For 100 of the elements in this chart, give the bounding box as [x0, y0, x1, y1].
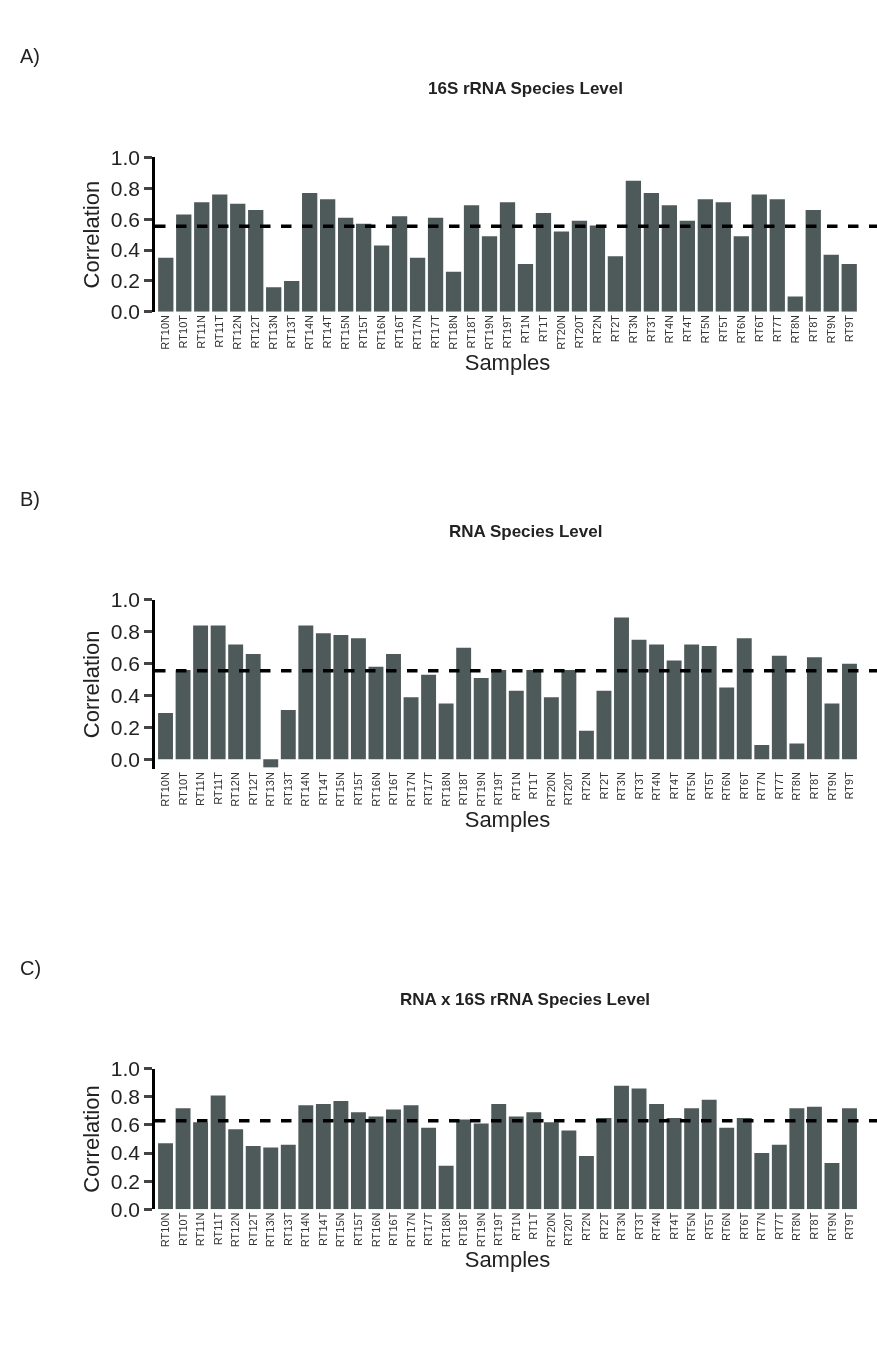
bar: [158, 713, 173, 760]
bar: [535, 213, 552, 312]
bar: [589, 225, 606, 312]
bar: [596, 1117, 612, 1210]
bar: [578, 1155, 594, 1210]
x-tick-label: RT5N: [685, 772, 698, 801]
x-tick-label: RT16N: [369, 772, 382, 807]
x-tick-label: RT1T: [527, 1212, 540, 1240]
x-tick-label: RT1N: [509, 1212, 522, 1242]
bar: [403, 1105, 419, 1210]
x-tick-label: RT18T: [457, 771, 470, 806]
x-tick-label: RT19T: [492, 771, 505, 806]
bar: [715, 202, 731, 312]
bar: [614, 617, 629, 760]
x-tick-label: RT16T: [387, 1212, 400, 1246]
bar: [176, 214, 192, 312]
bar: [684, 644, 700, 760]
x-tick-label: RT20T: [562, 1212, 575, 1246]
x-tick-label: RT7T: [770, 314, 783, 343]
x-tick-label: RT4T: [667, 1212, 680, 1240]
x-tick-label: RT16T: [393, 314, 406, 349]
bar: [210, 1095, 226, 1210]
bar: [824, 703, 840, 760]
x-tick-label: RT20N: [544, 1212, 557, 1248]
bar: [508, 1116, 524, 1210]
x-tick-label: RT14N: [303, 314, 316, 350]
x-tick-label: RT4N: [650, 772, 663, 801]
x-tick-label: RT11T: [213, 314, 226, 348]
bar: [719, 1127, 735, 1210]
bar: [280, 709, 296, 760]
bar: [526, 670, 542, 760]
x-tick-label: RT12N: [229, 1212, 242, 1248]
bar: [561, 670, 577, 760]
x-tick-label: RT16N: [369, 1212, 382, 1248]
x-tick-label: RT1T: [527, 771, 540, 800]
bar: [210, 625, 226, 760]
bar: [526, 1112, 542, 1210]
bar: [386, 1109, 401, 1210]
y-tick-label: 0.2: [110, 269, 141, 293]
bar: [631, 639, 647, 760]
bar: [193, 1122, 209, 1210]
x-tick-label: RT10N: [159, 772, 172, 807]
bar: [607, 256, 624, 312]
x-axis-title: Samples: [464, 349, 551, 375]
y-axis-title: Correlation: [78, 1085, 104, 1193]
x-tick-label: RT2N: [590, 314, 603, 344]
bar: [456, 647, 472, 760]
x-tick-label: RT15T: [352, 1212, 365, 1246]
bar: [842, 663, 857, 760]
x-tick-label: RT14T: [321, 314, 334, 349]
x-tick-label: RT19N: [483, 314, 496, 350]
x-tick-label: RT10T: [177, 314, 190, 349]
y-tick-label: 0.8: [110, 176, 141, 200]
x-tick-label: RT18T: [465, 314, 478, 349]
x-tick-label: RT19N: [474, 772, 487, 807]
x-tick-label: RT18T: [457, 1212, 470, 1246]
x-tick-label: RT14N: [299, 1212, 312, 1248]
x-tick-label: RT20N: [544, 772, 557, 807]
x-tick-label: RT13N: [264, 772, 277, 807]
y-tick-label: 0.2: [110, 715, 141, 739]
x-tick-label: RT13N: [264, 1212, 277, 1248]
bar: [228, 644, 244, 760]
bar: [578, 730, 594, 760]
x-tick-label: RT11N: [194, 1212, 207, 1247]
x-tick-label: RT18N: [439, 1212, 452, 1248]
x-tick-label: RT17N: [404, 772, 417, 807]
bar: [350, 638, 366, 760]
x-tick-label: RT11N: [195, 314, 208, 349]
x-tick-label: RT20T: [562, 771, 575, 806]
text: B): [20, 488, 40, 510]
x-axis-title: Samples: [464, 1247, 551, 1273]
bar: [298, 1105, 314, 1210]
bar: [806, 657, 822, 760]
x-tick-label: RT3T: [632, 1212, 645, 1240]
x-tick-label: RT2T: [597, 771, 610, 800]
bar: [473, 1123, 489, 1210]
x-tick-label: RT9N: [824, 314, 837, 344]
bar: [373, 245, 390, 312]
x-tick-label: RT18N: [447, 314, 460, 350]
y-tick-label: 1.0: [110, 588, 141, 612]
bar: [158, 257, 174, 312]
bar: [193, 625, 209, 760]
bar: [841, 263, 857, 312]
bar: [263, 1147, 279, 1210]
x-tick-label: RT11T: [211, 771, 224, 805]
chart-title: 16S rRNA Species Level: [428, 79, 623, 98]
bar: [248, 209, 264, 312]
x-tick-label: RT3T: [644, 314, 657, 343]
x-tick-label: RT2N: [579, 772, 592, 801]
x-tick-label: RT8T: [806, 314, 819, 343]
bar: [212, 194, 228, 312]
x-tick-label: RT12T: [249, 314, 262, 349]
x-tick-label: RT10N: [159, 314, 172, 350]
bar: [754, 1153, 770, 1210]
x-tick-label: RT14N: [299, 772, 312, 807]
x-tick-label: RT15T: [357, 314, 370, 349]
x-tick-label: RT8T: [807, 1212, 820, 1240]
y-tick-label: 0.0: [110, 1197, 141, 1221]
bar: [769, 199, 785, 312]
y-tick-label: 0.0: [110, 747, 141, 771]
